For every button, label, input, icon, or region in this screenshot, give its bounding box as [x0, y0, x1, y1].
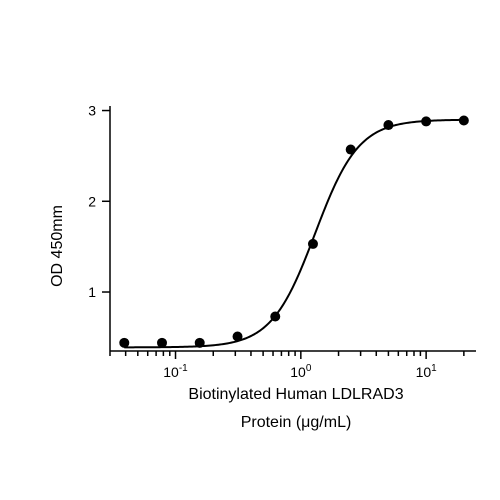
x-axis-label-line2: Protein (μg/mL) — [241, 414, 352, 431]
data-point — [194, 337, 205, 348]
data-point — [307, 238, 318, 249]
data-point — [383, 120, 394, 131]
y-ticks: 1 2 3 — [88, 103, 110, 300]
y-tick-label: 2 — [88, 193, 96, 209]
data-point — [458, 115, 469, 126]
x-ticks: 10-1 100 101 — [109, 351, 465, 380]
data-point — [270, 311, 281, 322]
data-point — [421, 116, 432, 127]
y-axis-label: OD 450mm — [49, 205, 66, 287]
data-points — [119, 115, 469, 348]
y-axis: 1 2 3 — [88, 103, 111, 351]
data-point — [119, 337, 130, 348]
data-point — [345, 144, 356, 155]
data-point — [232, 331, 243, 342]
x-tick-label: 101 — [416, 363, 438, 380]
x-axis: 10-1 100 101 — [109, 350, 476, 380]
data-point — [156, 337, 167, 348]
y-tick-label: 3 — [88, 103, 96, 119]
x-axis-label-line1: Biotinylated Human LDLRAD3 — [188, 386, 403, 403]
x-tick-label: 100 — [290, 363, 312, 380]
x-tick-label: 10-1 — [163, 363, 188, 380]
fit-curve — [124, 118, 464, 349]
y-tick-label: 1 — [88, 284, 96, 300]
